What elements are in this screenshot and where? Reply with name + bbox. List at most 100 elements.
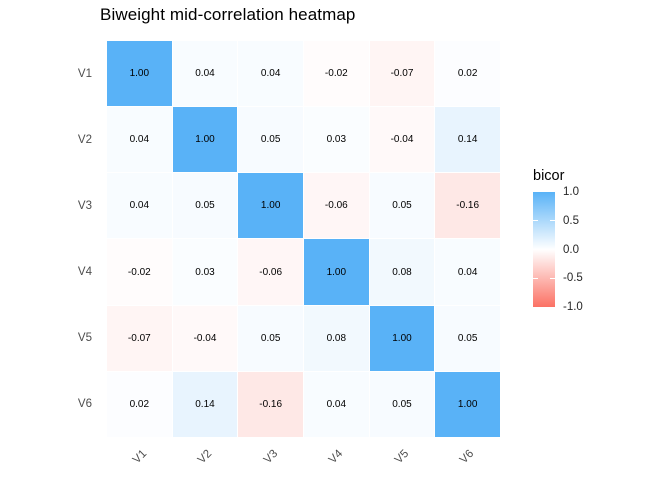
- cell-value: 0.03: [326, 134, 347, 146]
- heatmap-cell: 0.05: [369, 173, 435, 239]
- x-axis-label: V1: [130, 447, 149, 467]
- heatmap-cell: 1.00: [238, 173, 303, 239]
- cell-value: 1.00: [129, 68, 150, 80]
- heatmap-cell: -0.07: [107, 305, 172, 371]
- cell-value: 0.05: [260, 134, 281, 146]
- heatmap-cell: -0.04: [172, 305, 238, 371]
- cell-value: -0.04: [390, 134, 414, 146]
- cell-value: 0.04: [129, 134, 150, 146]
- heatmap-cell: -0.02: [303, 41, 369, 107]
- heatmap-cell: 1.00: [369, 305, 435, 371]
- cell-value: -0.16: [259, 398, 283, 410]
- heatmap-cell: 0.02: [107, 371, 172, 437]
- cell-value: 1.00: [392, 332, 412, 344]
- legend: bicor 1.0 0.5 0.0 -0.5 -1.0: [533, 168, 668, 328]
- heatmap-cell: 0.04: [107, 173, 172, 239]
- heatmap-cell: -0.06: [238, 239, 303, 305]
- cell-value: -0.02: [127, 266, 151, 278]
- cell-value: 0.05: [457, 332, 478, 344]
- cell-value: 0.04: [457, 266, 478, 278]
- heatmap-cell: 0.08: [369, 239, 435, 305]
- colorbar-tick-mark: [550, 220, 555, 222]
- heatmap-cell: 0.05: [435, 305, 500, 371]
- heatmap-cell: -0.02: [107, 239, 172, 305]
- cell-value: 0.08: [392, 266, 412, 278]
- colorbar-tick-mark: [550, 277, 555, 279]
- y-axis-label: V3: [77, 200, 92, 212]
- cell-value: 1.00: [260, 200, 281, 212]
- chart-title: Biweight mid-correlation heatmap: [100, 5, 356, 24]
- cell-value: 0.08: [326, 332, 347, 344]
- heatmap-cell: 1.00: [303, 239, 369, 305]
- heatmap-cell: 0.05: [172, 173, 238, 239]
- heatmap-cell: 0.02: [435, 41, 500, 107]
- cell-value: -0.07: [127, 332, 151, 344]
- cell-value: 0.14: [457, 134, 478, 146]
- heatmap-cell: 1.00: [172, 107, 238, 173]
- cell-value: -0.06: [324, 200, 348, 212]
- colorbar-tick-label: -0.5: [563, 272, 583, 285]
- heatmap-cell: -0.06: [303, 173, 369, 239]
- legend-title: bicor: [533, 168, 565, 184]
- x-axis-label-slot: V1: [107, 437, 173, 479]
- x-axis-labels: V1 V2 V3 V4 V5 V6: [107, 437, 500, 479]
- cell-value: 0.03: [195, 266, 215, 278]
- cell-value: -0.04: [193, 332, 217, 344]
- cell-value: -0.16: [456, 200, 480, 212]
- heatmap-cell: 0.05: [238, 107, 303, 173]
- heatmap-cell: 0.08: [303, 305, 369, 371]
- cell-value: 0.04: [195, 68, 215, 80]
- heatmap-cell: -0.04: [369, 107, 435, 173]
- cell-value: 0.04: [129, 200, 150, 212]
- cell-value: -0.07: [390, 68, 414, 80]
- heatmap-cell: 0.05: [369, 371, 435, 437]
- colorbar-tick-label: -1.0: [563, 301, 583, 313]
- heatmap-cell: 0.04: [238, 41, 303, 107]
- x-axis-label-slot: V5: [369, 437, 435, 479]
- heatmap-cell: 1.00: [107, 41, 172, 107]
- y-axis-label: V4: [77, 266, 92, 278]
- cell-value: 0.14: [195, 398, 215, 410]
- x-axis-label: V2: [196, 447, 215, 467]
- colorbar-tick-label: 0.5: [563, 214, 579, 227]
- heatmap-cell: 1.00: [435, 371, 500, 437]
- x-axis-label-slot: V2: [173, 437, 239, 479]
- cell-value: 0.05: [195, 200, 215, 212]
- heatmap-cell: -0.16: [435, 173, 500, 239]
- cell-value: 0.05: [392, 398, 412, 410]
- colorbar: [533, 192, 555, 307]
- y-axis-label: V5: [77, 332, 92, 344]
- heatmap-cell: 0.14: [172, 371, 238, 437]
- cell-value: 0.04: [260, 68, 281, 80]
- cell-value: 1.00: [326, 266, 347, 278]
- colorbar-tick-mark: [533, 220, 538, 222]
- x-axis-label: V6: [458, 447, 477, 467]
- x-axis-label: V3: [261, 447, 280, 467]
- x-axis-label-slot: V4: [304, 437, 370, 479]
- y-axis-labels: V1 V2 V3 V4 V5 V6: [0, 41, 92, 437]
- cell-value: 0.05: [260, 332, 281, 344]
- heatmap-cell: 0.04: [107, 107, 172, 173]
- cell-value: -0.02: [324, 68, 348, 80]
- heatmap-cell: -0.16: [238, 371, 303, 437]
- colorbar-tick-mark: [533, 277, 538, 279]
- colorbar-tick-label: 0.0: [563, 243, 579, 256]
- cell-value: 1.00: [195, 134, 215, 146]
- cell-value: 0.05: [392, 200, 412, 212]
- y-axis-label: V1: [77, 68, 92, 80]
- x-axis-label: V5: [392, 447, 411, 467]
- x-axis-label: V4: [327, 447, 346, 467]
- heatmap-cell: 0.04: [303, 371, 369, 437]
- colorbar-tick-label: 1.0: [563, 186, 579, 198]
- heatmap-cell: -0.07: [369, 41, 435, 107]
- y-axis-label: V6: [77, 398, 92, 410]
- heatmap: 1.00 0.04 0.04 -0.02 -0.07 0.02 0.04 1.00 0.05 0.…: [107, 41, 500, 437]
- cell-value: 0.02: [457, 68, 478, 80]
- heatmap-cell: 0.04: [172, 41, 238, 107]
- cell-value: 0.04: [326, 398, 347, 410]
- cell-value: -0.06: [259, 266, 283, 278]
- cell-value: 0.02: [129, 398, 150, 410]
- heatmap-cell: 0.03: [303, 107, 369, 173]
- heatmap-cell: 0.05: [238, 305, 303, 371]
